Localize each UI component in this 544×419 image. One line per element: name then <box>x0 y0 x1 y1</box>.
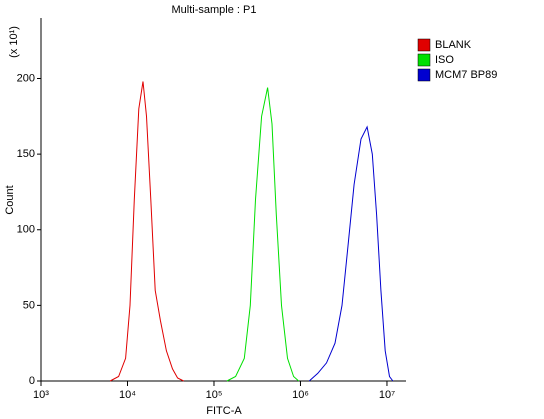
legend-swatch <box>417 53 431 67</box>
y-tick-label: 200 <box>17 72 35 84</box>
histogram-line <box>226 87 300 382</box>
y-axis-label: Count <box>4 185 16 214</box>
y-tick-label: 150 <box>17 148 35 160</box>
x-tick-label: 10⁶ <box>292 389 309 401</box>
x-tick-label: 10⁷ <box>379 389 395 401</box>
legend-label: MCM7 BP89 <box>435 69 497 81</box>
legend-label: ISO <box>435 54 454 66</box>
legend-label: BLANK <box>435 39 472 51</box>
legend-swatch <box>417 68 431 82</box>
x-tick-label: 10⁵ <box>206 389 223 401</box>
x-tick-label: 10³ <box>33 389 49 401</box>
x-tick-label: 10⁴ <box>119 389 136 401</box>
y-scale-label: (x 10¹) <box>8 26 20 58</box>
histogram-line <box>308 125 394 382</box>
chart-title: Multi-sample : P1 <box>172 4 257 16</box>
x-axis-label: FITC-A <box>206 405 242 417</box>
histogram-line <box>109 81 184 382</box>
y-tick-label: 0 <box>29 375 35 387</box>
y-tick-label: 100 <box>17 224 35 236</box>
legend-swatch <box>417 38 431 52</box>
y-tick-label: 50 <box>23 299 35 311</box>
